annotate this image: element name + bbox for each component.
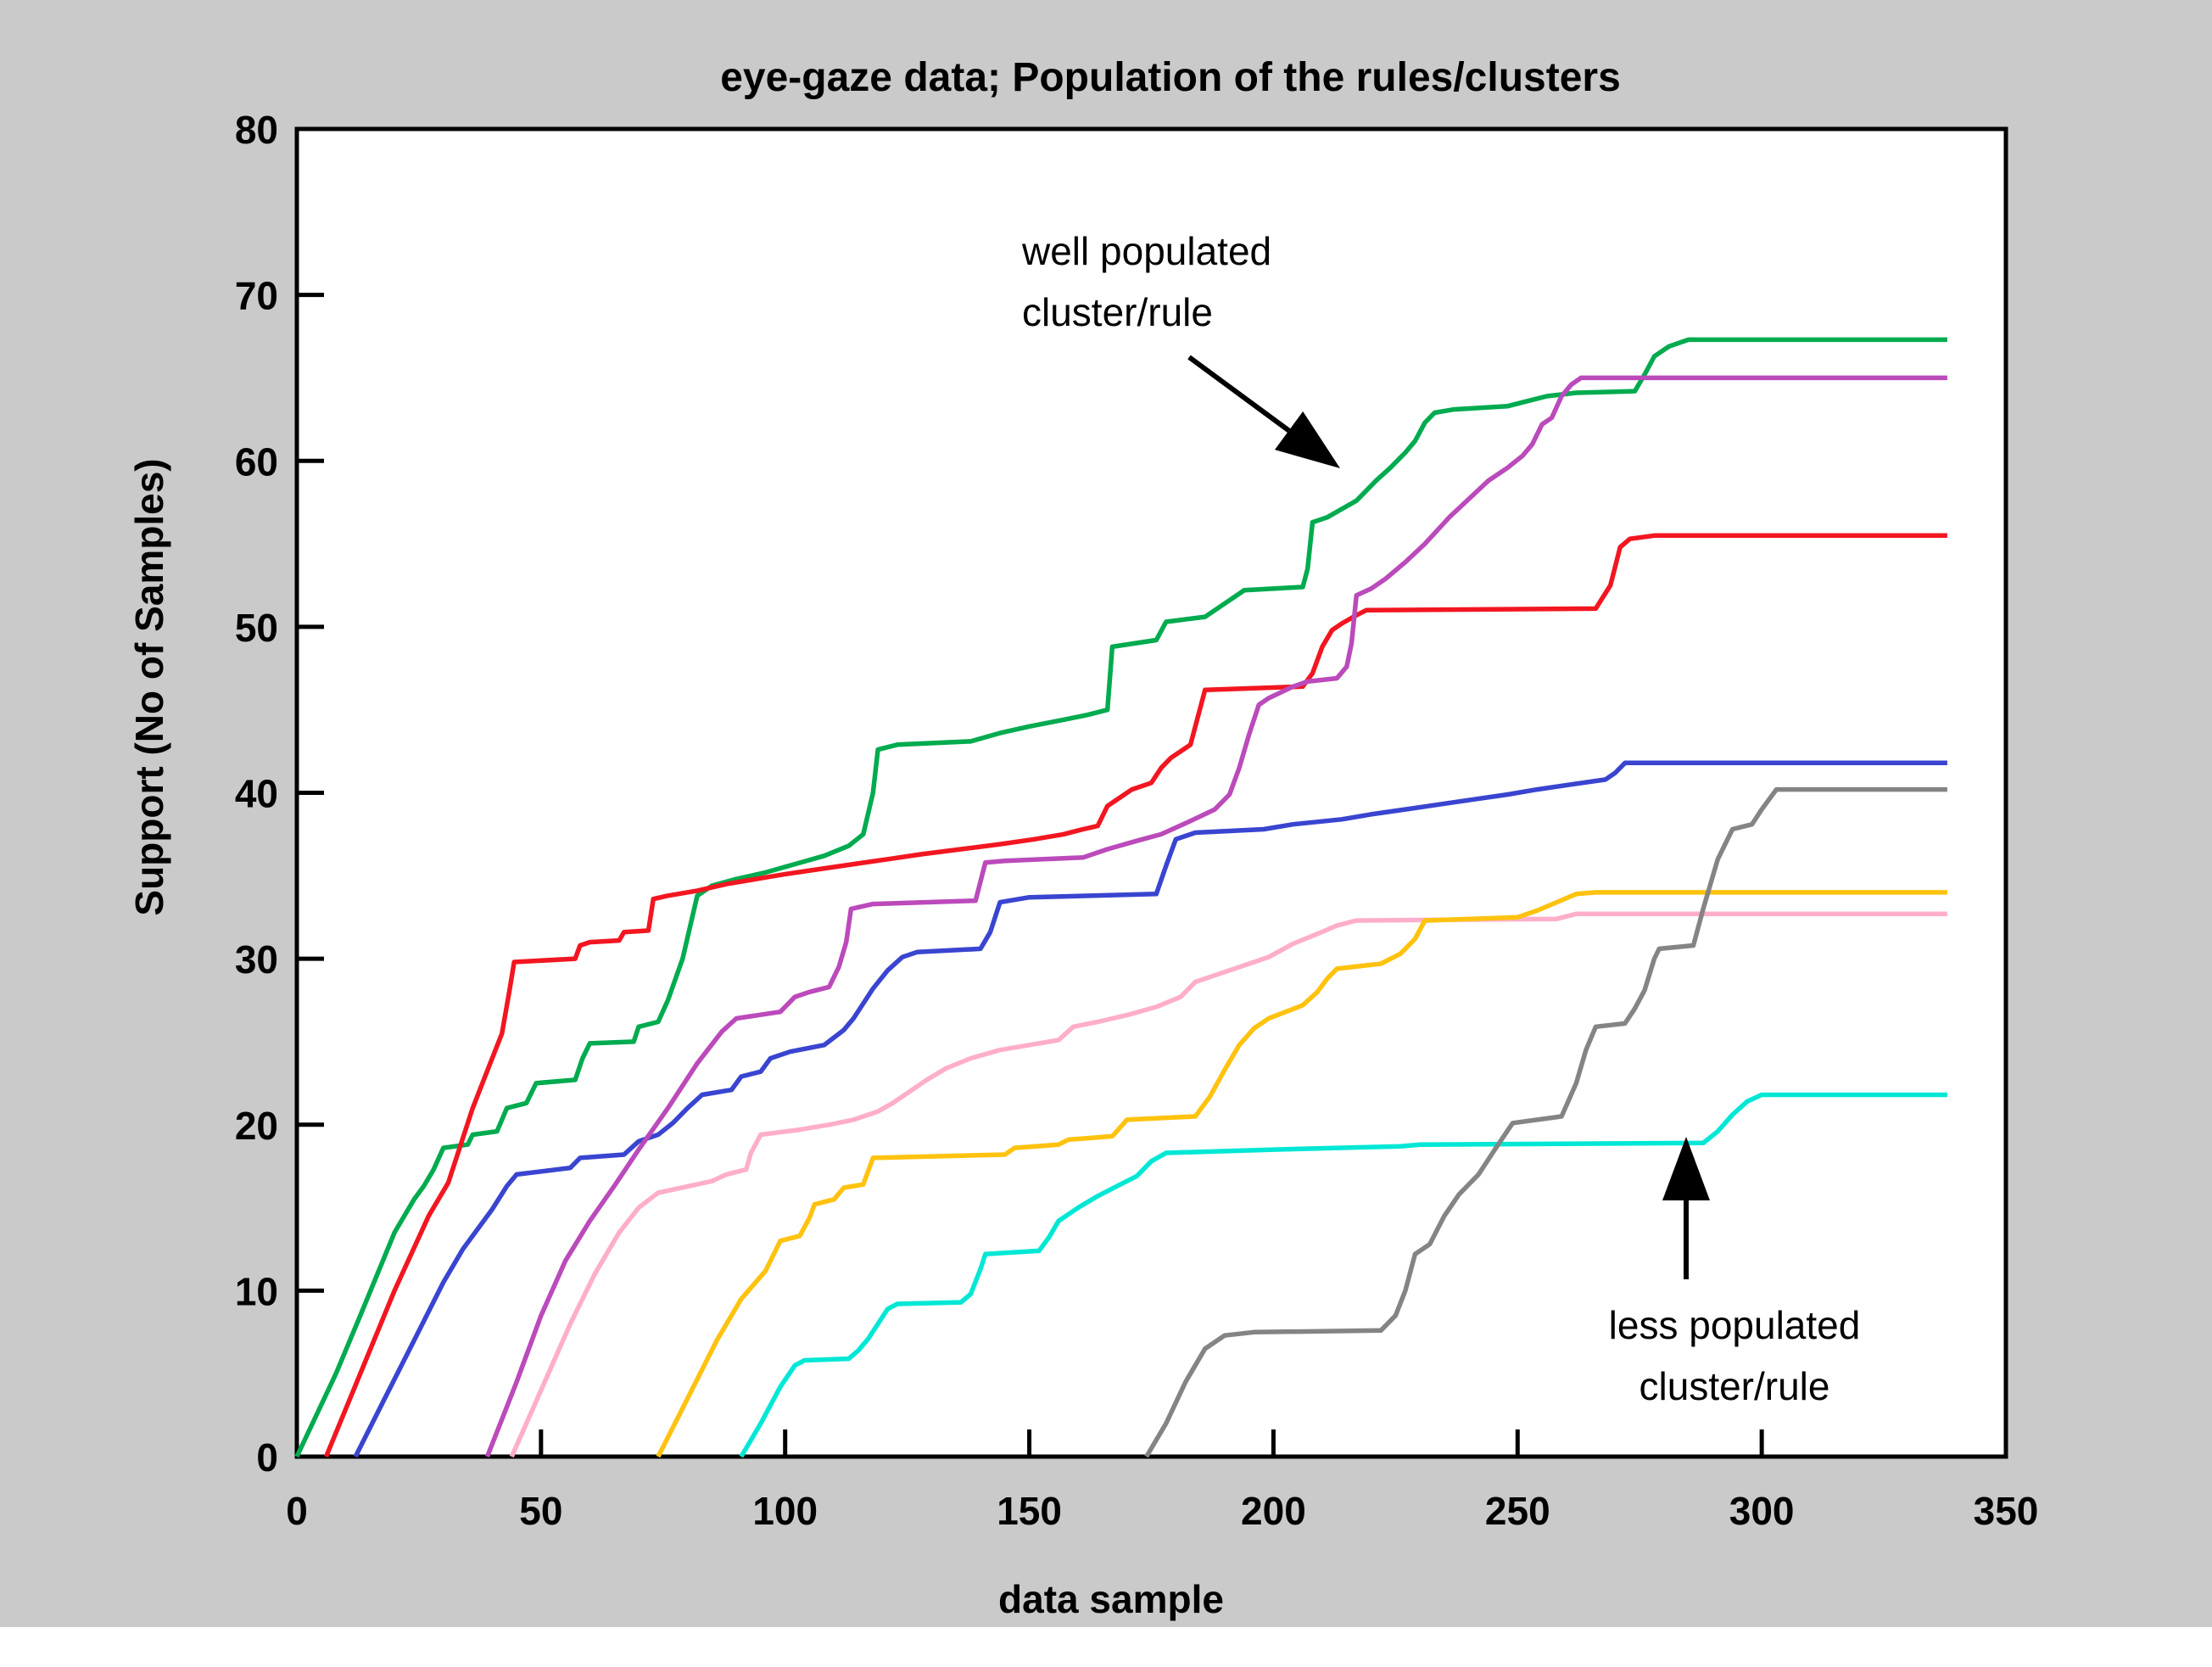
x-tick-label: 300: [1729, 1489, 1795, 1533]
annotation-well-populated-line2: cluster/rule: [1022, 290, 1213, 334]
y-tick-label: 80: [235, 108, 278, 152]
x-tick-label: 0: [286, 1489, 308, 1533]
y-tick-label: 20: [235, 1104, 278, 1148]
annotation-arrows: [1187, 355, 1710, 1279]
y-tick-label: 40: [235, 772, 278, 816]
y-tick-label: 30: [235, 937, 278, 982]
arrow-head-less_populated: [1662, 1137, 1710, 1200]
x-ticks: 0 50 100 150 200 250 300 350: [286, 1429, 2038, 1533]
annotation-less-populated-line1: less populated: [1609, 1303, 1861, 1347]
series-line-cluster-green: [294, 337, 1947, 1458]
y-ticks: 0 10 20 30 40 50 60 70 80: [235, 108, 324, 1480]
series-line-cluster-pink: [509, 911, 1947, 1458]
series-line-cluster-gray: [1144, 786, 1947, 1458]
series-line-cluster-magenta: [484, 375, 1947, 1458]
chart-title: eye-gaze data; Population of the rules/c…: [720, 55, 1621, 100]
series-line-cluster-red: [323, 533, 1947, 1458]
x-tick-label: 250: [1485, 1489, 1550, 1533]
x-tick-label: 150: [997, 1489, 1062, 1533]
x-tick-label: 350: [1974, 1489, 2039, 1533]
x-tick-label: 200: [1241, 1489, 1306, 1533]
y-tick-label: 0: [256, 1435, 278, 1480]
series-line-cluster-gold: [656, 890, 1947, 1458]
y-axis-label: Support (No of Samples): [127, 458, 171, 915]
series-line-cluster-cyan: [739, 1092, 1947, 1458]
annotation-well-populated-line1: well populated: [1021, 229, 1271, 273]
x-axis-label: data sample: [998, 1577, 1224, 1621]
arrow-head-well_populated: [1274, 411, 1340, 468]
annotation-less-populated-line2: cluster/rule: [1639, 1364, 1830, 1408]
series-lines: [294, 337, 1947, 1458]
figure-bottom-margin: [0, 1627, 2212, 1667]
series-line-cluster-blue: [353, 760, 1947, 1458]
y-tick-label: 10: [235, 1269, 278, 1313]
y-tick-label: 60: [235, 439, 278, 484]
y-tick-label: 70: [235, 274, 278, 318]
x-tick-label: 100: [752, 1489, 818, 1533]
x-tick-label: 50: [519, 1489, 562, 1533]
arrow-shaft-well_populated: [1187, 355, 1291, 433]
y-tick-label: 50: [235, 606, 278, 650]
